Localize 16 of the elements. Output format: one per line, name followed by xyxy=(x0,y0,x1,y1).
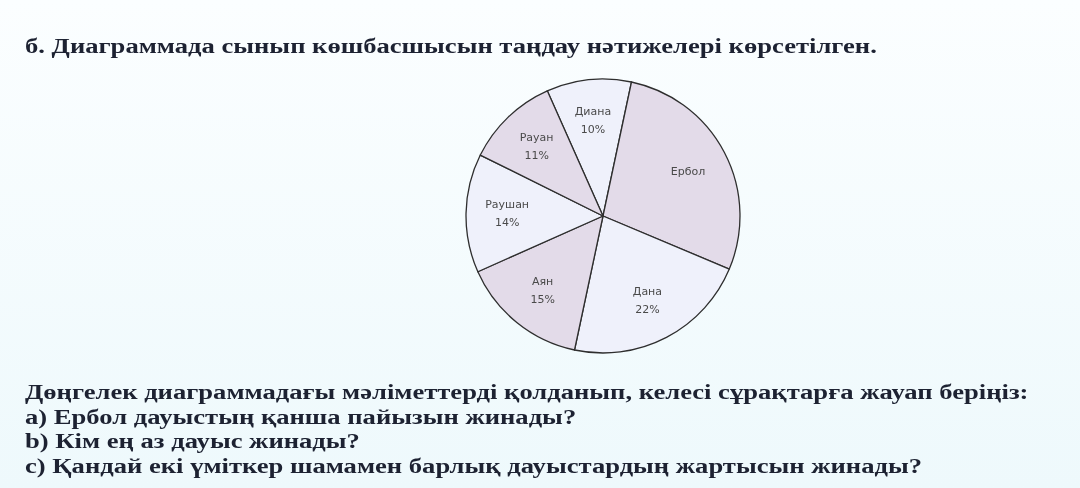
data-label: 22% xyxy=(635,303,660,317)
slice-label: Ербол xyxy=(670,165,706,179)
text: c) Қандай екі үміткер шамамен барлық дауыстардың жартысын жинады? xyxy=(25,453,923,478)
data-label: 10% xyxy=(580,123,606,137)
data-label: 11% xyxy=(524,149,549,163)
data-label: 14% xyxy=(494,216,520,230)
slice-label: Дана xyxy=(632,285,663,299)
slice-label: Раушан xyxy=(485,198,530,212)
chart-title: б. Диаграммада сынып көшбасшысын таңдау нәтижелері көрсетілген. xyxy=(25,34,877,58)
slice-label: Диана xyxy=(574,105,612,119)
data-label: 15% xyxy=(530,293,555,307)
slice-label: Рауан xyxy=(519,131,554,145)
text: a) Ербол дауыстың қанша пайызын жинады? xyxy=(25,404,577,429)
text: b) Кім ең аз дауыс жинады? xyxy=(25,429,360,453)
slice-label: Аян xyxy=(531,275,554,289)
text: Дөңгелек диаграммадағы мәліметтерді қолданып, келесі сұрақтарға жауап беріңіз: xyxy=(25,380,1029,404)
